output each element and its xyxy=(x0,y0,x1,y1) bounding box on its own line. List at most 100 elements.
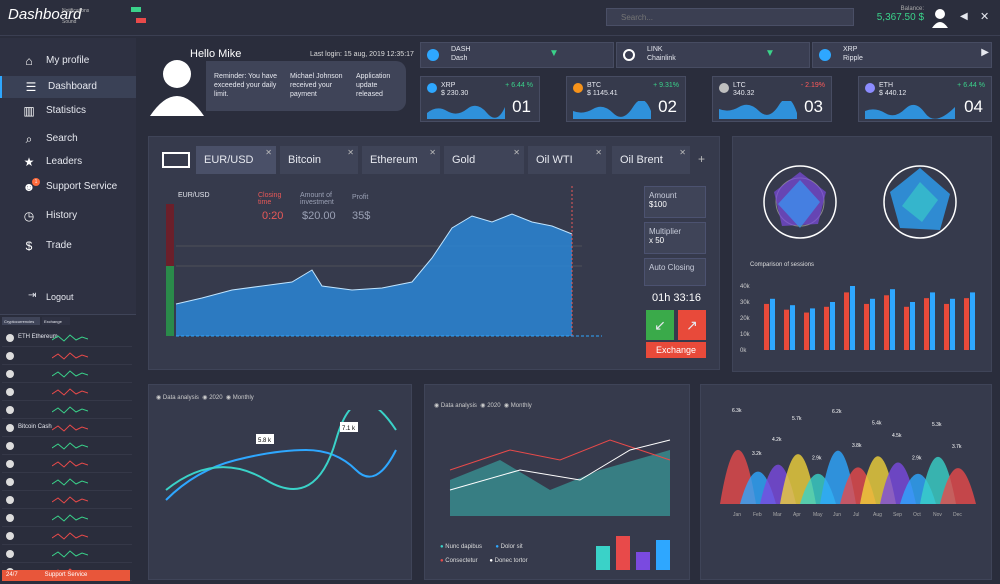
app-logo[interactable]: Dashboard xyxy=(8,6,82,23)
y-tick-label: 0k xyxy=(740,348,747,354)
close-icon[interactable]: ✕ xyxy=(595,148,602,157)
sidebar-item-profile[interactable]: ⌂ My profile xyxy=(0,50,136,72)
ticker-link[interactable]: LINK Chainlink ▼ xyxy=(616,42,810,68)
sidebar-item-search[interactable]: ⌕ Search xyxy=(0,128,136,150)
support-service-button[interactable]: 24/7 Support Service xyxy=(2,570,130,581)
crypto-row[interactable] xyxy=(2,365,132,383)
coin-icon xyxy=(6,424,14,432)
tab-oil-brent[interactable]: Oil Brent ✕ xyxy=(612,146,690,174)
ticker-xrp[interactable]: XRP Ripple ▶ xyxy=(812,42,992,68)
tab-oil-wti[interactable]: Oil WTI ✕ xyxy=(528,146,606,174)
crypto-row[interactable] xyxy=(2,545,132,563)
month-label: Jan xyxy=(733,512,741,518)
crypto-sparkline xyxy=(52,442,88,450)
close-icon[interactable]: ✕ xyxy=(513,148,520,157)
sidebar-item-history[interactable]: ◷ History xyxy=(0,205,136,227)
coin-icon xyxy=(6,532,14,540)
y-tick-label: 10k xyxy=(740,332,751,338)
user-avatar-icon[interactable] xyxy=(932,8,948,28)
buy-button[interactable]: ↙ xyxy=(646,310,674,340)
crypto-row[interactable] xyxy=(2,347,132,365)
sound-toggle[interactable] xyxy=(135,18,146,23)
coin-icon xyxy=(6,406,14,414)
coin-card-xrp[interactable]: XRP $ 230.30 + 6.44 % 01 xyxy=(420,76,540,122)
message-update[interactable]: Application update released xyxy=(356,73,391,98)
crypto-row[interactable]: Bitcoin Cash xyxy=(2,419,132,437)
crypto-sparkline xyxy=(52,424,88,432)
coin-icon xyxy=(6,442,14,450)
analysis-panel-2 xyxy=(424,384,690,580)
peak-label: 3.2k xyxy=(752,451,762,457)
peak-label: 6.2k xyxy=(832,409,842,415)
auto-closing-field[interactable]: Auto Closing xyxy=(644,258,706,286)
notifications-toggle[interactable] xyxy=(130,7,141,12)
multiplier-field[interactable]: Multiplier x 50 xyxy=(644,222,706,254)
down-arrow-icon: ▼ xyxy=(765,48,775,59)
tab-gold[interactable]: Gold ✕ xyxy=(444,146,524,174)
search-input[interactable] xyxy=(606,8,854,26)
crypto-row[interactable] xyxy=(2,437,132,455)
ticker-dash[interactable]: DASH Dash ▼ xyxy=(420,42,614,68)
xrp-icon xyxy=(427,83,437,93)
dollar-icon: $ xyxy=(25,239,33,253)
amount-field[interactable]: Amount $100 xyxy=(644,186,706,218)
balance-label: Balance: xyxy=(900,6,924,12)
support-badge: 24/7 xyxy=(6,572,18,578)
crypto-row[interactable] xyxy=(2,473,132,491)
star-icon: ★ xyxy=(23,155,35,169)
close-icon[interactable]: ✕ xyxy=(980,11,990,23)
coin-card-ltc[interactable]: LTC 340.32 - 2.19% 03 xyxy=(712,76,832,122)
close-icon[interactable]: ✕ xyxy=(679,148,686,157)
sidebar-item-statistics[interactable]: ▥ Statistics xyxy=(0,100,136,122)
ticker-symbol: DASH xyxy=(451,46,471,53)
tab-label: Ethereum xyxy=(370,154,418,166)
legend-item: Nunc dapibus xyxy=(445,544,482,550)
coin-icon xyxy=(6,514,14,522)
crypto-row[interactable] xyxy=(2,401,132,419)
sessions-bar-chart: 40k 30k 20k 10k 0k xyxy=(740,284,975,354)
crypto-list: Cryptocurrencies Exchange ETH Ethereum Bi… xyxy=(0,314,136,584)
sidebar-item-leaders[interactable]: ★ Leaders xyxy=(0,151,136,173)
coin-card-eth[interactable]: ETH $ 440.12 + 6.44 % 04 xyxy=(858,76,992,122)
next-arrow-icon[interactable]: ▶ xyxy=(981,47,989,58)
tab-ethereum[interactable]: Ethereum ✕ xyxy=(362,146,440,174)
message-reminder[interactable]: Reminder: You have exceeded your daily l… xyxy=(214,73,278,98)
crypto-tab-exchange[interactable]: Exchange xyxy=(42,317,70,325)
coin-card-btc[interactable]: BTC $ 1145.41 + 9.31% 02 xyxy=(566,76,686,122)
tab-label: Oil Brent xyxy=(620,154,663,166)
close-icon[interactable]: ✕ xyxy=(347,148,354,157)
message-payment[interactable]: Michael Johnson received your payment xyxy=(290,73,343,98)
coin-change: + 6.44 % xyxy=(957,82,985,89)
toggle-group: Notifications Sound xyxy=(62,6,146,28)
crypto-row[interactable] xyxy=(2,455,132,473)
tab-bitcoin[interactable]: Bitcoin ✕ xyxy=(280,146,358,174)
sell-button[interactable]: ↗ xyxy=(678,310,706,340)
peak-label: 5.3k xyxy=(932,422,942,428)
logout-link[interactable]: Logout xyxy=(46,292,74,302)
session-bar xyxy=(904,306,909,350)
volume-icon[interactable]: ◀ xyxy=(960,11,968,22)
crypto-row[interactable] xyxy=(2,491,132,509)
analysis-period: Monthly xyxy=(510,403,532,409)
crypto-row[interactable] xyxy=(2,527,132,545)
crypto-row[interactable] xyxy=(2,383,132,401)
sidebar-item-trade[interactable]: $ Trade xyxy=(0,235,136,257)
logout-icon[interactable]: ⇥ xyxy=(28,290,37,301)
amount-value: $100 xyxy=(649,200,667,209)
crypto-row[interactable] xyxy=(2,509,132,527)
dash-icon xyxy=(427,49,439,61)
crypto-row[interactable]: ETH Ethereum xyxy=(2,329,132,347)
tab-eur-usd[interactable]: EUR/USD ✕ xyxy=(196,146,276,174)
close-icon[interactable]: ✕ xyxy=(429,148,436,157)
sidebar-item-support[interactable]: ☻ Support Service 1 xyxy=(0,176,136,198)
add-tab-icon[interactable]: + xyxy=(698,152,706,166)
close-icon[interactable]: ✕ xyxy=(265,148,272,157)
exchange-button[interactable]: Exchange xyxy=(646,342,706,358)
link-icon xyxy=(623,49,635,61)
ticker-symbol: LINK xyxy=(647,46,663,53)
coin-number: 01 xyxy=(512,97,531,116)
coin-value: 340.32 xyxy=(733,90,755,97)
crypto-tab-cryptocurrencies[interactable]: Cryptocurrencies xyxy=(2,317,40,325)
sidebar-item-dashboard[interactable]: ☰ Dashboard xyxy=(0,76,136,98)
notification-badge: 1 xyxy=(32,178,40,186)
